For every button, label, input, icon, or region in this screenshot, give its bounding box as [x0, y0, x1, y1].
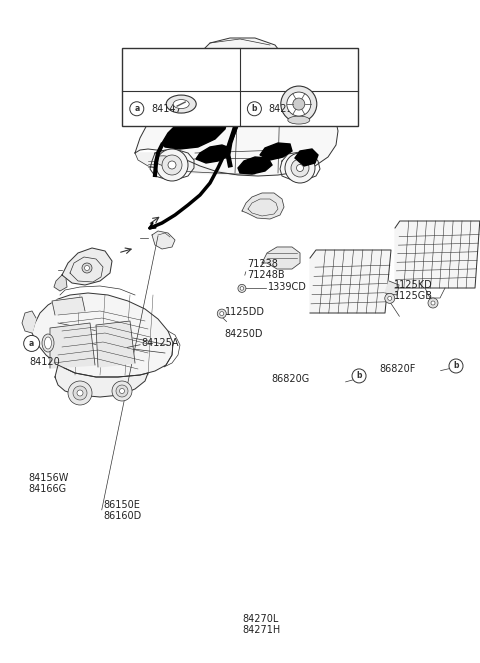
Text: 84219E: 84219E	[269, 103, 306, 114]
Polygon shape	[152, 231, 175, 249]
Text: 71238: 71238	[248, 259, 278, 269]
Circle shape	[227, 60, 233, 66]
Circle shape	[82, 263, 92, 273]
Polygon shape	[96, 321, 135, 367]
Circle shape	[287, 92, 311, 116]
Polygon shape	[200, 70, 235, 95]
Text: 84125A: 84125A	[142, 338, 179, 349]
Circle shape	[112, 381, 132, 401]
Text: 84250D: 84250D	[225, 329, 263, 339]
Text: b: b	[356, 371, 362, 381]
Polygon shape	[135, 153, 235, 175]
Text: 71248B: 71248B	[248, 270, 285, 280]
Polygon shape	[260, 143, 292, 160]
Circle shape	[156, 149, 188, 181]
Polygon shape	[190, 38, 290, 107]
Polygon shape	[210, 91, 219, 97]
Circle shape	[428, 298, 438, 308]
Text: 84166G: 84166G	[29, 484, 67, 495]
Circle shape	[247, 101, 262, 116]
Polygon shape	[180, 75, 190, 85]
Circle shape	[352, 369, 366, 383]
Polygon shape	[238, 73, 278, 92]
Ellipse shape	[42, 334, 54, 352]
Circle shape	[238, 284, 246, 292]
Polygon shape	[54, 275, 67, 291]
Circle shape	[224, 57, 236, 69]
Polygon shape	[262, 247, 300, 269]
Polygon shape	[55, 365, 148, 397]
Circle shape	[116, 385, 128, 397]
Polygon shape	[175, 68, 326, 101]
Polygon shape	[196, 145, 230, 163]
Text: 1339CD: 1339CD	[268, 282, 307, 292]
Text: 86160D: 86160D	[103, 511, 142, 521]
Text: a: a	[134, 104, 139, 113]
Circle shape	[84, 265, 89, 271]
Polygon shape	[162, 111, 228, 149]
Ellipse shape	[45, 337, 51, 349]
Bar	[122, 48, 358, 126]
Polygon shape	[242, 193, 284, 219]
Circle shape	[285, 153, 315, 183]
Polygon shape	[238, 157, 272, 174]
Polygon shape	[295, 149, 318, 166]
Circle shape	[73, 386, 87, 400]
Text: 84156W: 84156W	[29, 473, 69, 483]
Polygon shape	[310, 250, 391, 313]
Ellipse shape	[166, 95, 196, 113]
Circle shape	[240, 286, 244, 290]
Polygon shape	[385, 281, 399, 295]
Text: 1125KD: 1125KD	[394, 280, 432, 290]
Polygon shape	[288, 79, 298, 90]
Polygon shape	[395, 221, 480, 288]
Circle shape	[431, 301, 435, 305]
Circle shape	[385, 293, 395, 304]
Polygon shape	[62, 248, 112, 285]
Circle shape	[130, 101, 144, 116]
Circle shape	[162, 155, 182, 175]
Text: b: b	[453, 361, 459, 371]
Polygon shape	[52, 297, 85, 315]
Polygon shape	[32, 293, 173, 377]
Text: 1125GB: 1125GB	[394, 291, 432, 302]
Text: 86820F: 86820F	[379, 363, 416, 374]
Text: 84271H: 84271H	[242, 625, 281, 635]
Circle shape	[220, 312, 224, 316]
Text: 86150E: 86150E	[103, 499, 140, 510]
Circle shape	[120, 389, 124, 394]
Polygon shape	[50, 323, 95, 368]
Ellipse shape	[173, 99, 189, 109]
Circle shape	[281, 86, 317, 122]
Circle shape	[297, 164, 303, 172]
Polygon shape	[135, 85, 338, 176]
Circle shape	[24, 335, 40, 351]
Polygon shape	[22, 311, 36, 333]
Circle shape	[449, 359, 463, 373]
Circle shape	[217, 309, 226, 318]
Text: 1125DD: 1125DD	[225, 307, 264, 318]
Text: b: b	[252, 104, 257, 113]
Polygon shape	[278, 75, 308, 90]
Text: 84120: 84120	[30, 357, 60, 367]
Text: 84270L: 84270L	[242, 613, 279, 624]
Text: a: a	[29, 339, 34, 348]
Circle shape	[291, 159, 309, 177]
Circle shape	[253, 60, 263, 70]
Circle shape	[388, 296, 392, 300]
Circle shape	[293, 98, 305, 110]
Ellipse shape	[288, 116, 310, 124]
Circle shape	[255, 62, 261, 68]
Circle shape	[168, 161, 176, 169]
Circle shape	[77, 390, 83, 396]
Text: 86820G: 86820G	[271, 374, 310, 385]
Ellipse shape	[155, 156, 175, 166]
Circle shape	[68, 381, 92, 405]
Text: 84147: 84147	[151, 103, 182, 114]
